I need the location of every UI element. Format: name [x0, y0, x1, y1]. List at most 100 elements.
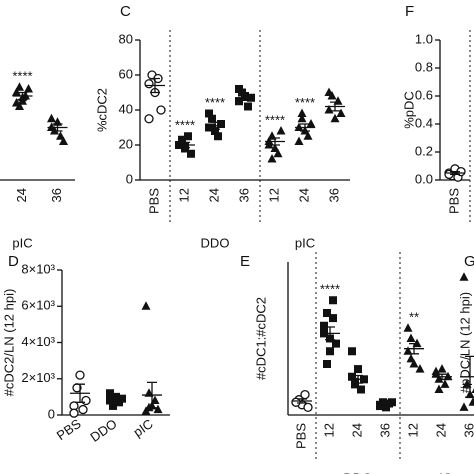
x-tick-label: 12 — [176, 188, 191, 202]
significance-label: **** — [175, 118, 195, 133]
data-point — [323, 360, 331, 368]
significance-label: ** — [409, 310, 419, 325]
sem-bar — [381, 402, 391, 406]
x-tick-label: 36 — [326, 188, 341, 202]
data-point — [409, 359, 419, 368]
y-axis-label: %pDC — [401, 91, 416, 129]
data-point — [118, 394, 126, 403]
data-point — [50, 126, 59, 135]
data-point — [235, 97, 243, 106]
data-point — [412, 338, 422, 348]
data-point — [59, 136, 68, 145]
data-point — [336, 108, 346, 117]
x-tick-label: pIC — [131, 416, 156, 440]
data-point — [112, 392, 120, 401]
x-tick-label: 12 — [266, 188, 281, 202]
sem-bar — [325, 326, 335, 341]
x-tick-label: 12 — [321, 423, 336, 437]
data-point — [144, 402, 154, 412]
data-point — [69, 408, 79, 418]
data-point — [376, 402, 384, 411]
y-tick-label: 40 — [119, 101, 133, 116]
data-point — [403, 323, 413, 332]
y-tick-label: 2×10³ — [21, 370, 55, 385]
y-tick-label: 0.6 — [415, 87, 433, 102]
sem-bar — [297, 398, 307, 404]
y-tick-label: 20 — [119, 136, 133, 151]
y-tick-label: 8×10³ — [21, 261, 55, 276]
data-point — [329, 314, 337, 323]
group-label: DDO — [201, 235, 230, 250]
data-point — [109, 401, 117, 410]
y-tick-label: 1.0 — [415, 31, 433, 46]
data-point — [471, 388, 474, 393]
data-point — [468, 397, 474, 406]
data-point — [323, 309, 331, 317]
sem-bar — [437, 373, 447, 380]
y-axis-label: #cDC1:#cDC2 — [253, 297, 268, 380]
sem-bar — [180, 141, 190, 149]
data-point — [235, 85, 243, 93]
data-point — [437, 364, 447, 373]
data-point — [217, 120, 225, 128]
x-tick-label: 36 — [236, 188, 251, 202]
data-point — [106, 389, 114, 398]
data-point — [276, 126, 286, 135]
sem-bar — [330, 101, 340, 112]
data-point — [244, 102, 252, 111]
x-tick-label: 24 — [433, 423, 448, 437]
data-point — [459, 402, 469, 411]
data-point — [187, 149, 195, 158]
y-axis-label: %cDC2 — [94, 88, 109, 132]
data-point — [78, 404, 88, 415]
data-point — [440, 379, 450, 388]
x-tick-label: PBS — [293, 423, 308, 449]
data-point — [320, 321, 328, 330]
x-tick-label: 12 — [405, 423, 420, 437]
data-point — [306, 119, 316, 128]
significance-label: **** — [295, 95, 315, 110]
x-tick-label: DDO — [87, 416, 119, 445]
significance-label: **** — [12, 69, 32, 84]
data-point — [443, 371, 453, 381]
data-point — [144, 79, 154, 89]
y-tick-label: 0 — [126, 171, 133, 186]
data-point — [406, 333, 416, 342]
sem-bar — [409, 342, 419, 355]
y-tick-label: 0.2 — [415, 143, 433, 158]
sem-bar — [17, 91, 28, 101]
data-point — [459, 272, 469, 281]
group-label: pIC — [432, 470, 452, 474]
data-point — [326, 347, 334, 356]
x-tick-label: PBS — [54, 416, 84, 443]
data-point — [208, 114, 216, 123]
sem-bar — [75, 383, 85, 403]
data-point — [415, 364, 425, 373]
x-tick-label: 36 — [377, 423, 392, 437]
x-tick-label: PBS — [146, 188, 161, 214]
data-point — [273, 148, 283, 158]
sem-bar — [111, 398, 121, 403]
significance-label: **** — [205, 95, 225, 110]
data-point — [303, 131, 313, 140]
data-point — [348, 372, 356, 381]
y-tick-label: 4×10³ — [21, 334, 55, 349]
data-point — [324, 87, 334, 96]
data-point — [205, 109, 213, 118]
panel-title: C — [120, 3, 131, 20]
data-point — [434, 384, 444, 393]
data-point — [357, 385, 365, 394]
data-point — [462, 379, 472, 388]
group-label: pIC — [12, 235, 32, 250]
significance-label: **** — [265, 112, 285, 127]
data-point — [184, 132, 192, 141]
data-point — [351, 377, 359, 386]
x-tick-label: PBS — [446, 188, 461, 214]
y-axis-label: #cDC2/LN (12 hpi) — [1, 289, 16, 397]
data-point — [150, 395, 160, 404]
data-point — [264, 140, 274, 149]
group-label: pIC — [295, 235, 315, 250]
sem-bar — [210, 121, 220, 130]
data-point — [153, 404, 163, 414]
